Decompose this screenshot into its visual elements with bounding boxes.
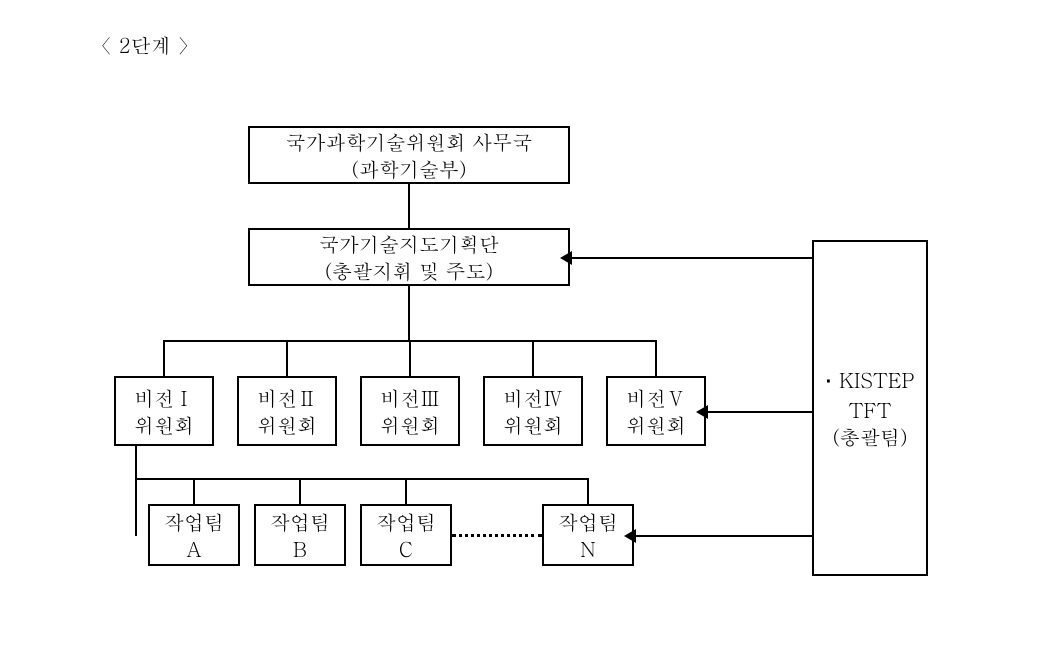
connector-tbus-c [405, 478, 407, 504]
node-mid: 국가기술지도기획단 (총괄지휘 및 주도) [248, 228, 570, 286]
bullet-icon: · [826, 371, 833, 393]
node-side-line2: TFT [849, 396, 892, 423]
node-vision-4: 비전Ⅳ 위원회 [483, 376, 583, 446]
node-team-a-line2: A [187, 535, 202, 562]
connector-bus-v5 [655, 340, 657, 376]
node-side-line3: (총괄팀) [832, 423, 907, 450]
node-vision-4-line2: 위원회 [503, 411, 563, 438]
node-vision-4-line1: 비전Ⅳ [503, 384, 563, 411]
node-vision-1: 비전Ⅰ 위원회 [114, 376, 214, 446]
node-team-n-line1: 작업팀 [558, 508, 618, 535]
node-vision-2-line2: 위원회 [257, 411, 317, 438]
connector-bus-v2 [286, 340, 288, 376]
connector-bus-v4 [532, 340, 534, 376]
node-top-line2: (과학기술부) [351, 155, 466, 182]
node-team-b-line1: 작업팀 [270, 508, 330, 535]
connector-mid-bus [408, 286, 410, 342]
connector-tbus-b [299, 478, 301, 504]
connector-bus-v3 [409, 340, 411, 376]
connector-bus-v1 [163, 340, 165, 376]
node-team-a: 작업팀 A [148, 504, 240, 566]
connector-v1-down [135, 446, 137, 536]
node-team-n-line2: N [580, 535, 596, 562]
node-vision-5-line1: 비전Ⅴ [626, 384, 686, 411]
node-mid-line2: (총괄지휘 및 주도) [325, 257, 493, 284]
connector-tbus-n [587, 478, 589, 504]
node-vision-3-line2: 위원회 [380, 411, 440, 438]
org-chart-stage: 〈 2단계 〉 국가과학기술위원회 사무국 (과학기술부) 국가기술지도기획단 … [0, 0, 1062, 652]
arrow-to-vision5 [706, 411, 812, 413]
stage-title: 〈 2단계 〉 [92, 30, 197, 59]
node-vision-5: 비전Ⅴ 위원회 [606, 376, 706, 446]
node-vision-2-line1: 비전Ⅱ [257, 384, 317, 411]
connector-team-bus [135, 478, 589, 480]
node-team-b-line2: B [293, 535, 307, 562]
node-vision-3: 비전Ⅲ 위원회 [360, 376, 460, 446]
node-side-kistep: · KISTEP TFT (총괄팀) [812, 240, 928, 576]
node-side-line1: · KISTEP [826, 366, 915, 396]
node-team-b: 작업팀 B [254, 504, 346, 566]
node-team-c-line1: 작업팀 [376, 508, 436, 535]
node-vision-2: 비전Ⅱ 위원회 [237, 376, 337, 446]
node-team-a-line1: 작업팀 [164, 508, 224, 535]
node-side-text1: KISTEP [839, 365, 914, 394]
connector-tbus-a [193, 478, 195, 504]
connector-top-mid [408, 184, 410, 228]
arrow-to-mid [570, 257, 812, 259]
node-mid-line1: 국가기술지도기획단 [319, 230, 499, 257]
node-team-c: 작업팀 C [360, 504, 452, 566]
arrow-to-team-n [634, 535, 812, 537]
node-top-line1: 국가과학기술위원회 사무국 [286, 128, 533, 155]
connector-dotted [452, 534, 542, 537]
node-team-n: 작업팀 N [542, 504, 634, 566]
node-team-c-line2: C [399, 535, 413, 562]
node-vision-5-line2: 위원회 [626, 411, 686, 438]
node-vision-3-line1: 비전Ⅲ [380, 384, 440, 411]
node-vision-1-line2: 위원회 [134, 411, 194, 438]
node-vision-1-line1: 비전Ⅰ [134, 384, 194, 411]
node-top: 국가과학기술위원회 사무국 (과학기술부) [248, 126, 570, 184]
